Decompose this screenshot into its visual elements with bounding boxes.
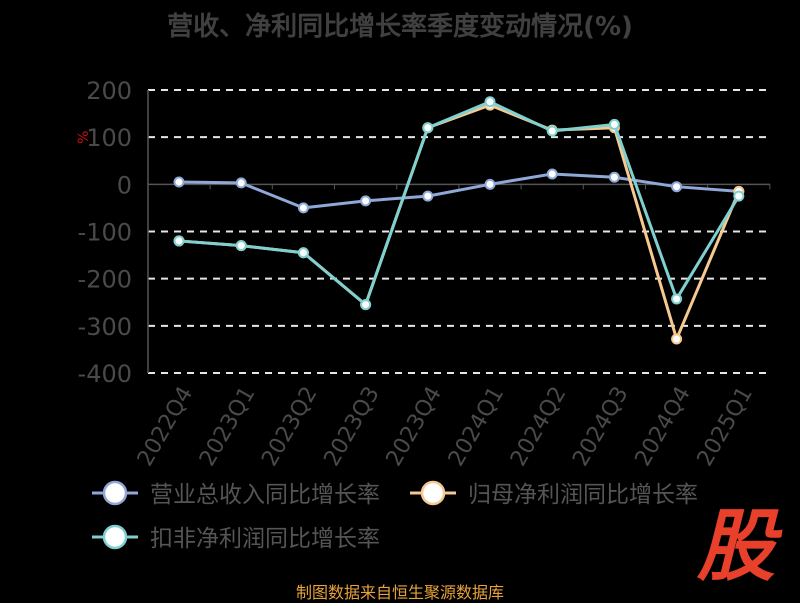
x-tick-label: 2023Q3 — [319, 383, 384, 471]
data-point — [484, 178, 496, 190]
data-point — [671, 333, 683, 345]
axes: 2001000-100-200-300-400%2022Q42023Q12023… — [76, 77, 771, 471]
x-tick-label: 2024Q4 — [630, 383, 695, 471]
legend-item: 营业总收入同比增长率 — [92, 480, 380, 508]
data-point — [484, 96, 496, 108]
y-tick-label: -400 — [78, 360, 132, 388]
x-tick-label: 2023Q2 — [257, 383, 322, 471]
data-point — [235, 177, 247, 189]
x-tick-label: 2024Q1 — [444, 383, 509, 471]
series-0 — [173, 168, 745, 214]
x-tick-label: 2025Q1 — [693, 383, 758, 471]
watermark-logo: 股 — [696, 502, 775, 592]
chart-title: 营收、净利同比增长率季度变动情况(%) — [167, 12, 633, 42]
x-tick-label: 2023Q1 — [195, 383, 260, 471]
y-tick-label: -200 — [78, 266, 132, 294]
series-line — [178, 100, 741, 307]
data-point — [546, 125, 558, 137]
data-point — [235, 240, 247, 252]
legend-label: 扣非净利润同比增长率 — [150, 526, 380, 552]
legend-item: 扣非净利润同比增长率 — [92, 524, 380, 552]
data-point — [671, 181, 683, 193]
legend-marker — [420, 480, 446, 506]
data-point — [546, 168, 558, 180]
data-point — [297, 202, 309, 214]
legend-marker — [102, 480, 128, 506]
legend-item: 归母净利润同比增长率 — [410, 480, 698, 508]
legend-label: 营业总收入同比增长率 — [150, 482, 380, 508]
legend-label: 归母净利润同比增长率 — [468, 482, 698, 508]
data-point — [360, 195, 372, 207]
data-point — [422, 122, 434, 134]
y-axis-unit-label: % — [76, 131, 92, 144]
data-point — [608, 118, 620, 130]
series-line — [178, 172, 739, 210]
y-tick-label: -100 — [78, 219, 132, 247]
x-tick-label: 2024Q2 — [506, 383, 571, 471]
series-line — [178, 103, 741, 341]
data-point — [173, 176, 185, 188]
data-point — [173, 235, 185, 247]
data-point — [297, 247, 309, 259]
x-tick-label: 2023Q4 — [382, 383, 447, 471]
grid-lines — [148, 89, 770, 374]
series-2 — [173, 96, 745, 311]
series-lines — [173, 96, 745, 345]
x-tick-label: 2024Q3 — [568, 383, 633, 471]
y-tick-label: 200 — [86, 77, 132, 105]
data-point — [671, 293, 683, 305]
data-point — [360, 299, 372, 311]
y-tick-label: 0 — [117, 171, 132, 199]
data-point — [733, 190, 745, 202]
y-tick-label: -300 — [78, 313, 132, 341]
data-source-note: 制图数据来自恒生聚源数据库 — [295, 583, 504, 602]
x-tick-label: 2022Q4 — [133, 383, 198, 471]
data-point — [608, 171, 620, 183]
y-tick-label: 100 — [86, 124, 132, 152]
data-point — [422, 190, 434, 202]
legend-marker — [102, 524, 128, 550]
